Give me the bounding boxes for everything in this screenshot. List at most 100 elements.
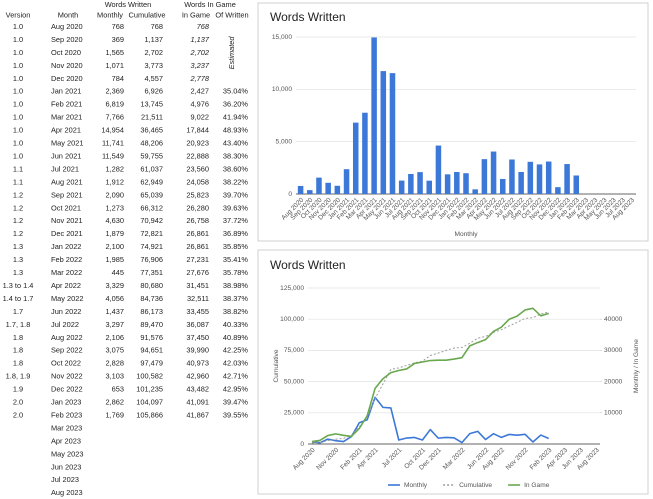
table-cell: 41.94% (223, 113, 248, 122)
table-cell: 35.78% (223, 268, 248, 277)
table-cell: 40.89% (223, 333, 248, 342)
table-cell: 13,745 (140, 100, 163, 109)
table-cell: 100,582 (136, 372, 163, 381)
y-tick-label: 0 (300, 441, 304, 448)
column-header: In Game (182, 10, 210, 19)
table-cell: 2,778 (190, 74, 210, 83)
table-cell: 23,560 (186, 164, 209, 173)
table-cell: 42,960 (186, 372, 209, 381)
y-tick-label: 15,000 (272, 34, 293, 41)
table-cell: 42.71% (223, 372, 248, 381)
table-cell: 65,039 (140, 190, 163, 199)
table-cell: 1,137 (191, 35, 210, 44)
table-cell: 445 (112, 268, 124, 277)
table-cell: 1,912 (106, 177, 125, 186)
table-cell: 768 (112, 22, 124, 31)
table-cell: 105,866 (136, 410, 163, 419)
table-cell: 35.85% (223, 242, 248, 251)
table-cell: 33,455 (186, 307, 209, 316)
table-cell: 1,565 (106, 48, 125, 57)
table-cell: 9,022 (191, 113, 210, 122)
table-cell: Jul 2021 (51, 164, 79, 173)
table-cell: 97,479 (140, 359, 163, 368)
y-tick-label: 125,000 (280, 285, 304, 292)
table-cell: 42.03% (223, 359, 248, 368)
table-cell: May 2023 (51, 449, 83, 458)
table-cell: 1.2 (13, 190, 23, 199)
table-cell: 36,465 (140, 126, 163, 135)
table-cell: 2,828 (106, 359, 125, 368)
bar (297, 185, 304, 194)
table-cell: 1.8, 1.9 (6, 372, 31, 381)
table-cell: 43.40% (223, 139, 248, 148)
table-cell: Oct 2021 (51, 203, 81, 212)
table-cell: 27,676 (186, 268, 209, 277)
table-cell: 38.22% (223, 177, 248, 186)
table-cell: 26,861 (186, 242, 209, 251)
table-cell: 36.20% (223, 100, 248, 109)
table-cell: 1.8 (13, 359, 23, 368)
table-cell: 72,821 (140, 229, 163, 238)
table-cell: Mar 2023 (51, 423, 82, 432)
table-cell: 1.0 (13, 100, 23, 109)
table-cell: 1.3 (13, 255, 23, 264)
bar (536, 164, 543, 194)
table-cell: 21,511 (141, 113, 163, 122)
table-cell: 2,369 (106, 87, 125, 96)
table-cell: Jun 2022 (51, 307, 81, 316)
table-cell: 38.98% (223, 281, 248, 290)
table-cell: 1.7, 1.8 (6, 320, 31, 329)
table-cell: Sep 2022 (51, 346, 83, 355)
table-cell: 3,075 (106, 346, 125, 355)
table-cell: 2,100 (106, 242, 125, 251)
line-chart-panel (257, 249, 649, 495)
table-cell: 37.72% (223, 216, 248, 225)
bar-chart-panel (257, 2, 649, 242)
table-cell: Sep 2021 (51, 190, 83, 199)
y2-axis-label: Monthly / In Game (633, 339, 640, 393)
table-cell: 77,351 (140, 268, 163, 277)
table-cell: 86,173 (140, 307, 163, 316)
table-cell: 1.4 to 1.7 (3, 294, 34, 303)
bar (417, 172, 423, 194)
table-cell: 1,985 (106, 255, 125, 264)
table-cell: 38.82% (223, 307, 248, 316)
table-cell: 1.2 (13, 229, 23, 238)
table-cell: 2,090 (106, 190, 125, 199)
table-cell: 32,511 (187, 294, 209, 303)
table-cell: 2.0 (13, 410, 23, 419)
table-cell: 40.33% (223, 320, 248, 329)
table-cell: 1.0 (13, 74, 23, 83)
table-cell: Jul 2023 (51, 475, 79, 484)
bar (472, 189, 478, 194)
table-cell: 80,680 (140, 281, 163, 290)
y-tick-label: 100,000 (280, 316, 304, 323)
table-cell: 3,329 (106, 281, 125, 290)
bar (500, 178, 506, 194)
table-cell: 101,235 (136, 385, 163, 394)
table-cell: 89,470 (140, 320, 163, 329)
table-cell: 104,097 (136, 398, 163, 407)
bar (573, 175, 580, 194)
table-cell: 14,954 (101, 126, 124, 135)
table-cell: 1.7 (13, 307, 23, 316)
bar (490, 151, 497, 194)
table-cell: Feb 2023 (51, 410, 82, 419)
table-cell: 70,942 (140, 216, 163, 225)
table-cell: Feb 2021 (51, 100, 82, 109)
table-cell: 22,888 (186, 151, 209, 160)
table-cell: Jun 2023 (51, 462, 81, 471)
table-cell: 26,280 (186, 203, 209, 212)
y-tick-label: 50,000 (284, 378, 305, 385)
table-cell: Apr 2022 (51, 281, 81, 290)
bar (435, 145, 442, 194)
legend-label: In Game (524, 482, 550, 489)
table-cell: Aug 2020 (51, 22, 83, 31)
table-cell: 1.8 (13, 333, 23, 342)
bar (454, 172, 460, 194)
bar (398, 180, 405, 194)
bar (481, 159, 488, 194)
table-cell: 38.30% (223, 151, 248, 160)
table-cell: 38.37% (223, 294, 248, 303)
table-cell: Dec 2022 (51, 385, 83, 394)
